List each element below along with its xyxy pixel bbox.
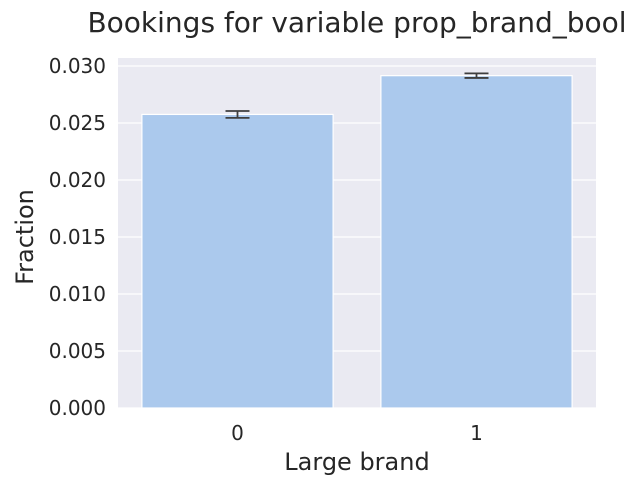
bar bbox=[380, 75, 573, 409]
x-tick-label: 0 bbox=[231, 421, 244, 445]
y-tick-label: 0.020 bbox=[49, 168, 106, 192]
y-axis-ticks: 0.000 0.005 0.010 0.015 0.020 0.025 0.030 bbox=[49, 54, 106, 420]
y-tick-label: 0.005 bbox=[49, 339, 106, 363]
chart-title: Bookings for variable prop_brand_bool bbox=[87, 6, 626, 39]
error-bars bbox=[225, 72, 489, 119]
y-tick-label: 0.015 bbox=[49, 225, 106, 249]
x-tick-label: 1 bbox=[470, 421, 483, 445]
y-tick-label: 0.000 bbox=[49, 396, 106, 420]
y-axis-label: Fraction bbox=[11, 189, 39, 285]
bar bbox=[141, 113, 334, 409]
bars bbox=[141, 75, 573, 409]
x-axis-label: Large brand bbox=[284, 448, 429, 476]
y-tick-label: 0.030 bbox=[49, 54, 106, 78]
y-tick-label: 0.025 bbox=[49, 111, 106, 135]
y-tick-label: 0.010 bbox=[49, 282, 106, 306]
